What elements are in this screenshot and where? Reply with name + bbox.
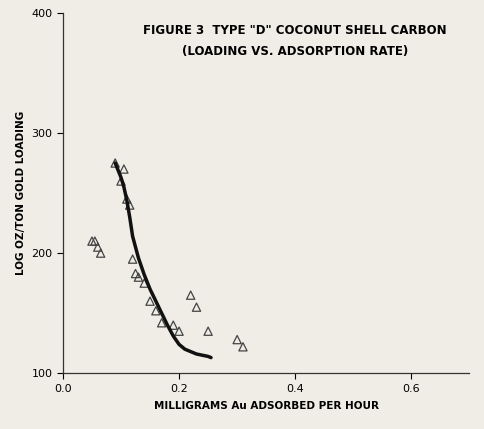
X-axis label: MILLIGRAMS Au ADSORBED PER HOUR: MILLIGRAMS Au ADSORBED PER HOUR — [154, 401, 378, 411]
Point — [91, 238, 99, 245]
Text: (LOADING VS. ADSORPTION RATE): (LOADING VS. ADSORPTION RATE) — [182, 45, 408, 58]
Point — [132, 270, 139, 277]
Point — [94, 244, 102, 251]
Point — [146, 298, 154, 305]
Point — [233, 336, 241, 343]
Point — [126, 202, 134, 208]
Point — [158, 319, 166, 326]
Point — [111, 160, 119, 166]
Point — [123, 196, 131, 202]
Point — [193, 304, 200, 311]
Point — [175, 328, 183, 335]
Point — [88, 238, 96, 245]
Point — [152, 307, 160, 314]
Point — [117, 178, 125, 184]
Point — [129, 256, 136, 263]
Point — [97, 250, 105, 257]
Text: FIGURE 3  TYPE "D" COCONUT SHELL CARBON: FIGURE 3 TYPE "D" COCONUT SHELL CARBON — [143, 24, 446, 37]
Point — [187, 292, 195, 299]
Point — [140, 280, 148, 287]
Point — [239, 343, 247, 350]
Point — [120, 166, 128, 172]
Point — [135, 274, 142, 281]
Y-axis label: LOG OZ/TON GOLD LOADING: LOG OZ/TON GOLD LOADING — [16, 111, 26, 275]
Point — [169, 322, 177, 329]
Point — [204, 328, 212, 335]
